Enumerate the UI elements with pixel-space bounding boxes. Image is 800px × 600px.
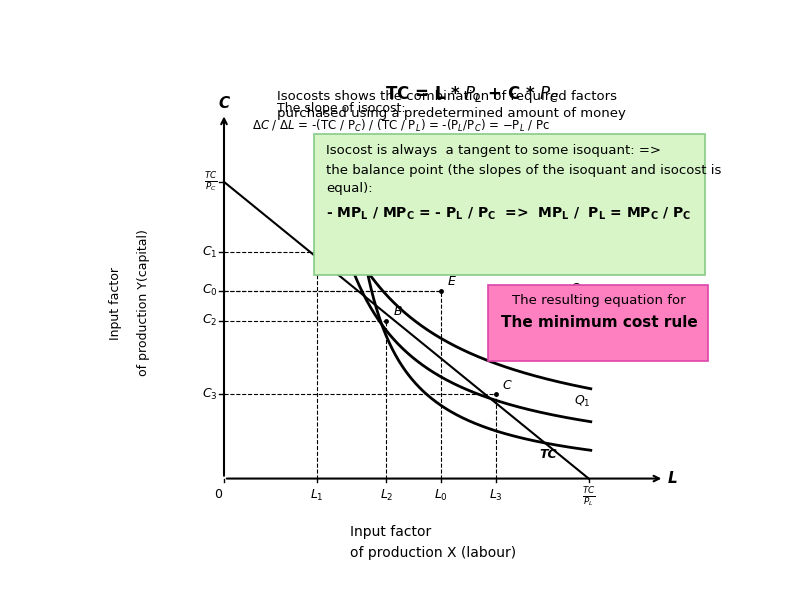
Text: $C_3$: $C_3$ <box>202 387 218 402</box>
Text: $L_1$: $L_1$ <box>310 488 324 503</box>
FancyBboxPatch shape <box>487 284 708 361</box>
Text: The slope of isocost:: The slope of isocost: <box>277 102 406 115</box>
Text: 0: 0 <box>214 488 222 501</box>
Text: $\Delta C$ / $\Delta L$ = -(TC / P$_C$) / (TC / P$_L$) = -(P$_L$/P$_C$) = $-$P$_: $\Delta C$ / $\Delta L$ = -(TC / P$_C$) … <box>252 118 550 134</box>
Text: Input factor: Input factor <box>350 525 432 539</box>
Text: B: B <box>394 305 402 318</box>
Text: of production X (labour): of production X (labour) <box>350 545 517 560</box>
Text: C: C <box>218 96 230 111</box>
Text: TC: TC <box>540 448 558 461</box>
Text: of production Y(capital): of production Y(capital) <box>137 230 150 376</box>
Text: $\frac{TC}{P_C}$: $\frac{TC}{P_C}$ <box>204 170 218 194</box>
Text: - $\mathbf{MP_L}$ / $\mathbf{MP_C}$ = - $\mathbf{P_L}$ / $\mathbf{P_C}$  =>  $\m: - $\mathbf{MP_L}$ / $\mathbf{MP_C}$ = - … <box>326 206 691 223</box>
FancyBboxPatch shape <box>314 134 705 275</box>
Text: $C_0$: $C_0$ <box>202 283 218 298</box>
Text: $Q_1$: $Q_1$ <box>574 394 590 409</box>
Text: Input factor: Input factor <box>109 266 122 340</box>
Text: A: A <box>324 237 333 250</box>
Text: the balance point (the slopes of the isoquant and isocost is: the balance point (the slopes of the iso… <box>326 164 722 178</box>
Text: equal):: equal): <box>326 182 373 195</box>
Text: $Q_2$: $Q_2$ <box>578 338 594 353</box>
Text: $\frac{TC}{P_L}$: $\frac{TC}{P_L}$ <box>582 485 595 509</box>
Text: L: L <box>667 471 677 486</box>
Text: C: C <box>502 379 511 392</box>
Text: purchased using a predetermined amount of money: purchased using a predetermined amount o… <box>277 107 626 119</box>
Text: $C_1$: $C_1$ <box>202 245 218 260</box>
Text: $L_3$: $L_3$ <box>489 488 503 503</box>
Text: The resulting equation for: The resulting equation for <box>512 294 686 307</box>
Text: $L_2$: $L_2$ <box>379 488 393 503</box>
Text: Isocosts shows the combination of required factors: Isocosts shows the combination of requir… <box>277 91 617 103</box>
Text: $L_0$: $L_0$ <box>434 488 448 503</box>
Text: $C_2$: $C_2$ <box>202 313 218 328</box>
Text: TC = L * $P_L$ + C * $P_C$: TC = L * $P_L$ + C * $P_C$ <box>385 83 559 104</box>
Text: $Q_3$: $Q_3$ <box>570 281 586 296</box>
Text: The minimum cost rule: The minimum cost rule <box>501 314 698 329</box>
Text: E: E <box>447 275 455 289</box>
Text: Isocost is always  a tangent to some isoquant: =>: Isocost is always a tangent to some isoq… <box>326 143 662 157</box>
